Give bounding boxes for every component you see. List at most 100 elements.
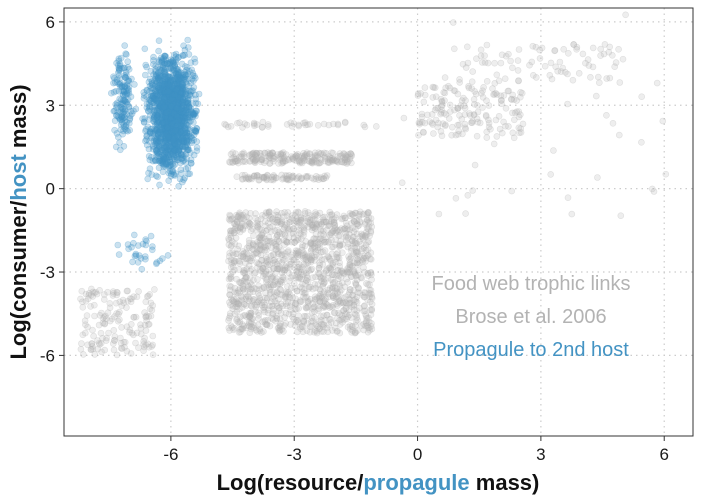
data-point (352, 239, 359, 247)
data-point (272, 278, 279, 286)
data-point (608, 51, 616, 59)
data-point (295, 219, 302, 227)
data-point (227, 227, 234, 235)
data-point (301, 208, 309, 215)
data-point (278, 269, 286, 277)
data-point (291, 322, 299, 330)
data-point (339, 318, 346, 326)
data-point (229, 215, 236, 222)
data-point (320, 216, 327, 224)
data-point (485, 102, 493, 109)
data-point (120, 338, 128, 346)
data-point (252, 269, 259, 277)
data-point (256, 294, 264, 302)
data-point (362, 319, 370, 327)
data-point (313, 220, 321, 228)
data-point (298, 322, 306, 330)
data-point (367, 229, 375, 236)
data-point (328, 250, 336, 258)
data-point (239, 284, 246, 292)
data-point (271, 218, 279, 226)
data-point (238, 219, 246, 227)
data-point (273, 315, 281, 323)
data-point (164, 124, 171, 131)
data-point (226, 291, 233, 298)
data-point (364, 209, 372, 216)
data-point (360, 326, 368, 334)
data-point (334, 226, 341, 234)
data-point (515, 108, 523, 115)
data-point (240, 312, 247, 320)
data-point (236, 260, 244, 267)
data-point (236, 119, 243, 126)
data-point (247, 279, 254, 287)
data-point (110, 346, 118, 354)
data-point (259, 265, 267, 272)
data-point (231, 240, 239, 248)
data-point (255, 282, 262, 290)
data-point (229, 297, 237, 304)
data-point (354, 289, 362, 296)
data-point (256, 327, 264, 335)
data-point (158, 125, 165, 133)
data-point (361, 232, 369, 239)
data-point (295, 209, 302, 216)
data-point (241, 288, 249, 295)
data-point (329, 243, 337, 251)
data-point (324, 289, 331, 297)
data-point (324, 274, 332, 282)
data-point (246, 329, 254, 337)
data-point (262, 294, 269, 302)
data-point (275, 295, 282, 303)
data-point (135, 288, 142, 295)
data-point (160, 94, 168, 102)
data-point (243, 213, 250, 221)
data-point (256, 234, 264, 242)
data-point (358, 274, 366, 282)
data-point (191, 55, 198, 63)
data-point (257, 236, 265, 243)
data-point (353, 259, 361, 267)
data-point (303, 277, 310, 285)
data-point (344, 266, 352, 273)
data-point (295, 312, 302, 320)
data-point (184, 36, 191, 44)
data-point (356, 289, 364, 297)
data-point (242, 295, 250, 303)
data-point (185, 44, 192, 51)
data-point (308, 226, 316, 234)
x-axis-ticks: -6 -3 0 3 6 (163, 436, 669, 464)
data-point (354, 260, 362, 268)
data-point (269, 273, 276, 280)
data-point (243, 302, 250, 309)
data-point (149, 302, 156, 309)
data-point (461, 120, 469, 128)
data-point (289, 212, 296, 219)
data-point (148, 97, 155, 105)
data-point (137, 255, 145, 262)
data-point (251, 270, 258, 277)
data-point (232, 234, 240, 242)
data-point (352, 318, 360, 325)
data-point (273, 282, 281, 289)
data-point (319, 261, 327, 268)
data-point (592, 92, 600, 100)
data-point (286, 291, 294, 298)
data-point (286, 263, 294, 271)
data-point (302, 269, 310, 277)
data-point (339, 299, 347, 307)
data-point (281, 266, 289, 274)
data-point (148, 81, 155, 88)
data-point (360, 210, 368, 218)
data-point (358, 256, 366, 264)
data-point (473, 132, 481, 140)
data-point (445, 115, 453, 122)
data-point (149, 243, 156, 250)
data-point (115, 251, 123, 258)
data-point (270, 257, 277, 264)
data-point (159, 255, 166, 262)
data-point (491, 59, 498, 67)
data-point (242, 273, 250, 281)
data-point (344, 243, 352, 251)
